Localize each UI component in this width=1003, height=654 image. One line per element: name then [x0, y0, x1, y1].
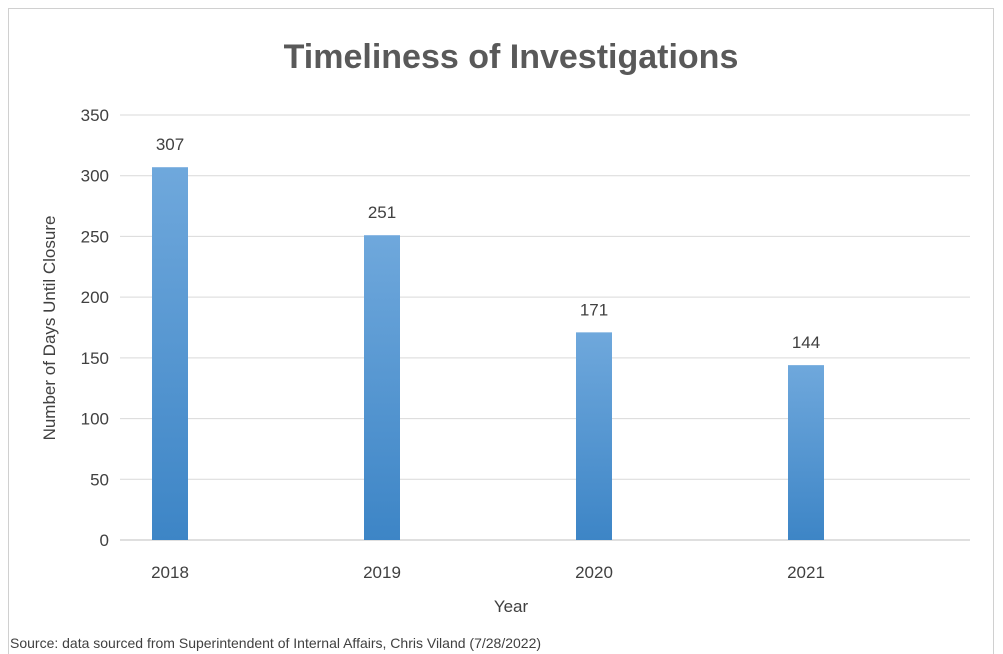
data-label-2020: 171: [580, 300, 608, 319]
source-note: Source: data sourced from Superintendent…: [10, 635, 541, 651]
bar-2020: [576, 332, 612, 540]
x-tick-label-2020: 2020: [575, 563, 613, 582]
data-label-2019: 251: [368, 203, 396, 222]
y-tick-label: 250: [81, 227, 109, 246]
data-label-2018: 307: [156, 135, 184, 154]
x-axis-ticks: 2018 2019 2020 2021: [151, 563, 825, 582]
bar-2019: [364, 235, 400, 540]
data-labels: 307 251 171 144: [156, 135, 820, 352]
y-tick-label: 0: [100, 531, 109, 550]
y-axis-title: Number of Days Until Closure: [40, 216, 59, 441]
bars: [152, 167, 824, 540]
x-tick-label-2019: 2019: [363, 563, 401, 582]
x-tick-label-2018: 2018: [151, 563, 189, 582]
gridlines: [120, 114, 970, 541]
bar-2021: [788, 365, 824, 540]
y-tick-label: 50: [90, 470, 109, 489]
chart-title: Timeliness of Investigations: [284, 38, 739, 76]
data-label-2021: 144: [792, 333, 820, 352]
y-tick-label: 200: [81, 288, 109, 307]
y-tick-label: 300: [81, 167, 109, 186]
y-axis-ticks: 0 50 100 150 200 250 300 350: [81, 106, 109, 550]
x-axis-title: Year: [494, 597, 529, 616]
y-tick-label: 100: [81, 410, 109, 429]
y-tick-label: 350: [81, 106, 109, 125]
bar-2018: [152, 167, 188, 540]
y-tick-label: 150: [81, 349, 109, 368]
x-tick-label-2021: 2021: [787, 563, 825, 582]
